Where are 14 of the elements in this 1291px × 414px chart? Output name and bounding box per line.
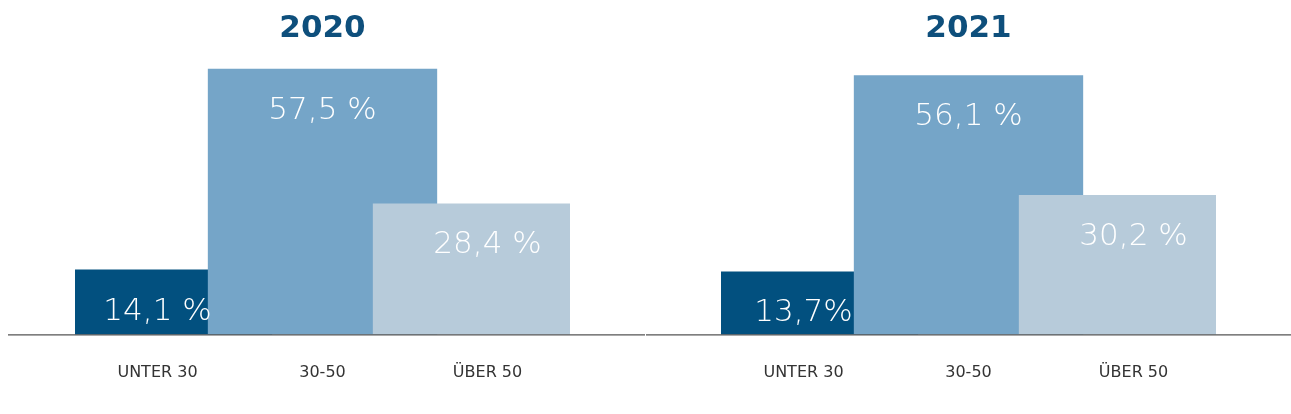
x-tick-label: UNTER 30 (763, 361, 844, 381)
data-label: 56,1 % (914, 96, 1023, 133)
x-tick-label: 30-50 (945, 361, 992, 381)
data-label: 13,7% (754, 292, 853, 329)
x-tick-label: ÜBER 50 (452, 361, 523, 381)
x-tick-label: 30-50 (299, 361, 346, 381)
chart-title: 2020 (279, 7, 366, 44)
x-tick-label: UNTER 30 (117, 361, 198, 381)
x-tick-label: ÜBER 50 (1098, 361, 1169, 381)
data-label: 14,1 % (103, 290, 212, 327)
data-label: 57,5 % (268, 89, 377, 126)
chart-title: 2021 (925, 7, 1012, 44)
data-label: 30,2 % (1079, 216, 1188, 253)
data-label: 28,4 % (433, 224, 542, 261)
